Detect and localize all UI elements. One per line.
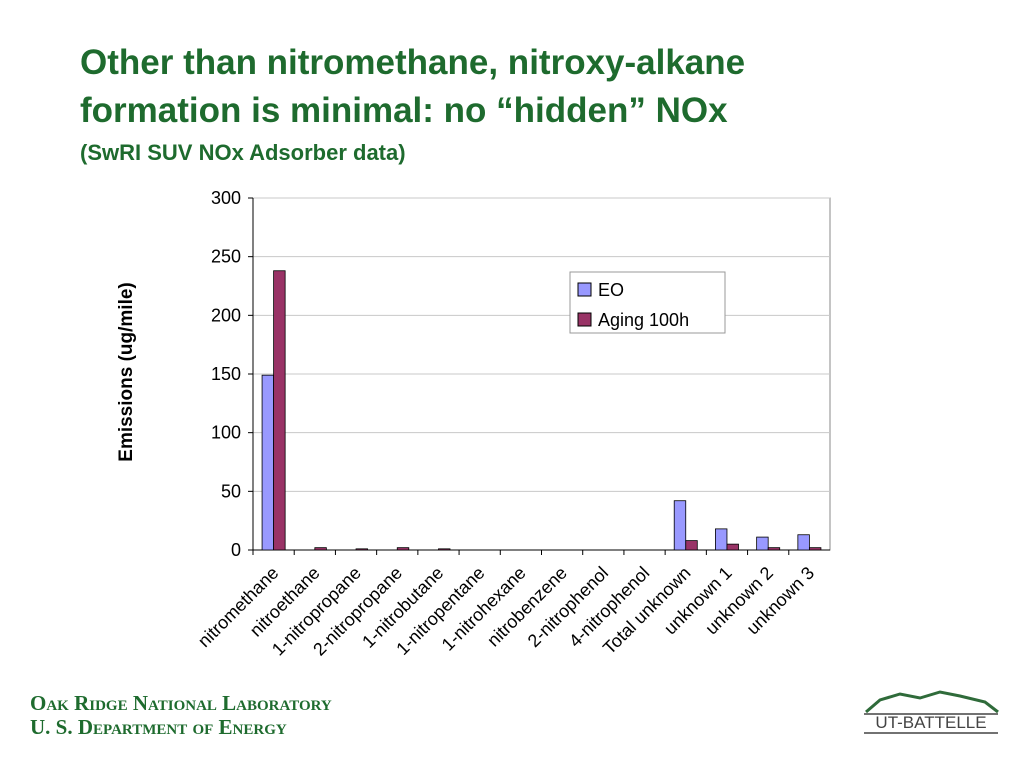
- y-axis-label: Emissions (ug/mile): [116, 282, 137, 461]
- bar: [756, 536, 769, 551]
- bar: [797, 534, 810, 551]
- bar: [715, 528, 728, 551]
- legend: EO Aging 100h: [569, 271, 726, 334]
- title-line: formation is minimal: no “hidden” NOx: [80, 91, 728, 130]
- legend-label: EO: [598, 280, 624, 300]
- y-tick-label: 250: [211, 247, 241, 267]
- bar: [808, 547, 822, 551]
- bar: [314, 547, 327, 551]
- bar: [673, 500, 687, 551]
- logo: UT-BATTELLE: [864, 690, 999, 734]
- y-tick-label: 50: [221, 481, 241, 501]
- footer-lab: Oak Ridge National Laboratory: [30, 691, 332, 715]
- y-tick-label: 150: [211, 364, 241, 384]
- bar: [355, 548, 368, 551]
- footer-doe: U. S. Department of Energy: [30, 715, 287, 739]
- bar: [273, 270, 286, 551]
- bar: [396, 547, 410, 551]
- y-tick-label: 0: [231, 540, 241, 560]
- legend-label: Aging 100h: [598, 310, 689, 330]
- y-tick-label: 200: [211, 305, 241, 325]
- bar: [726, 543, 739, 551]
- legend-swatch: [577, 312, 592, 327]
- bar: [685, 540, 698, 551]
- logo-mountain: [865, 690, 999, 714]
- legend-box: [569, 271, 726, 334]
- logo-text: UT-BATTELLE: [875, 713, 986, 732]
- bar: [438, 548, 451, 551]
- y-tick-label: 100: [211, 423, 241, 443]
- legend-swatch: [577, 282, 592, 297]
- subtitle: (SwRI SUV NOx Adsorber data): [80, 140, 406, 165]
- bar: [767, 547, 781, 551]
- y-tick-label: 300: [211, 188, 241, 208]
- bar: [261, 374, 275, 551]
- title-line: Other than nitromethane, nitroxy-alkane: [80, 43, 745, 82]
